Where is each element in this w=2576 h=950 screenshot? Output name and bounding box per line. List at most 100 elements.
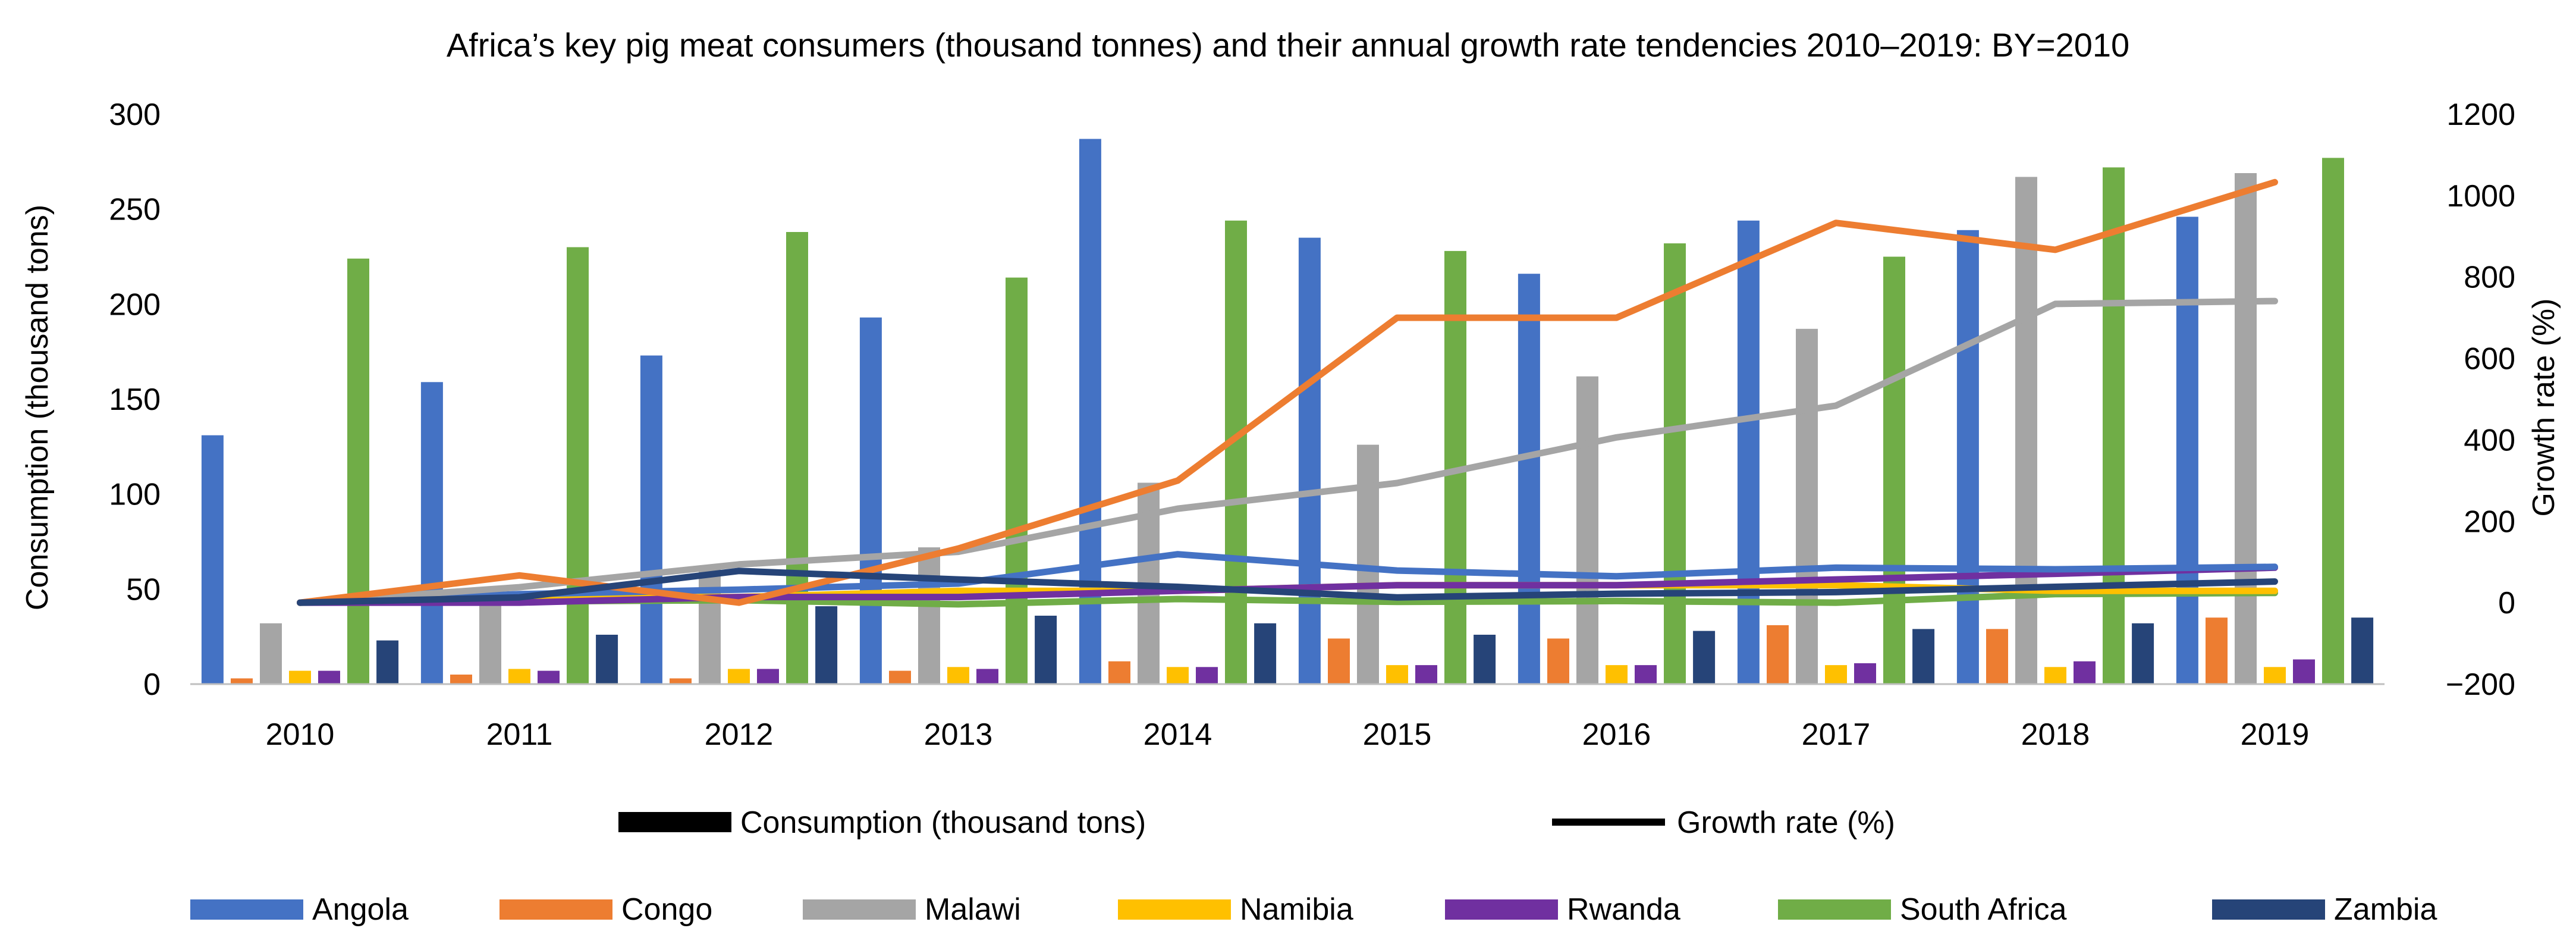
bar (1737, 220, 1760, 684)
x-tick-label: 2018 (2021, 717, 2090, 752)
bar (1415, 665, 1437, 684)
bar (2264, 667, 2286, 684)
bar (1606, 665, 1628, 684)
y-right-label: Growth rate (%) (2527, 299, 2561, 517)
y-right-tick-label: 200 (2464, 504, 2515, 539)
bar (1035, 616, 1057, 684)
bar (2132, 623, 2154, 684)
growth-lines (297, 178, 2278, 608)
bar (1796, 328, 1818, 684)
x-tick-label: 2015 (1363, 717, 1432, 752)
legend-type: Consumption (thousand tons) Growth rate … (618, 805, 1895, 840)
bar (1635, 665, 1657, 684)
bar (757, 669, 779, 684)
bar (2015, 177, 2037, 684)
x-tick-label: 2017 (1802, 717, 1871, 752)
bar (2176, 217, 2198, 684)
bar (1108, 661, 1130, 684)
legend-lines-swatch (1552, 819, 1665, 826)
bar (260, 623, 282, 684)
y-left-tick-label: 0 (143, 667, 161, 702)
bar (2351, 617, 2374, 684)
bar (420, 382, 443, 684)
bar (231, 678, 253, 684)
legend-label: Malawi (925, 892, 1021, 927)
bar (289, 670, 311, 684)
legend-swatch (1778, 899, 1891, 920)
bar (2103, 167, 2125, 684)
bar (1664, 243, 1686, 685)
bar (508, 669, 530, 684)
bar (1767, 625, 1789, 684)
y-right-tick-label: 0 (2498, 586, 2515, 620)
legend-swatch (190, 899, 303, 920)
bar (1474, 635, 1496, 684)
y-left-label: Consumption (thousand tons) (20, 205, 55, 610)
bar (699, 566, 721, 684)
x-tick-label: 2014 (1144, 717, 1212, 752)
bar (889, 670, 911, 684)
bar (1854, 663, 1876, 684)
bar (2293, 659, 2315, 684)
bar (1912, 629, 1935, 684)
bar (1254, 623, 1277, 684)
legend-swatch (500, 899, 612, 920)
chart-title: Africa’s key pig meat consumers (thousan… (447, 26, 2129, 64)
bar (1357, 444, 1379, 684)
legend-label: Namibia (1240, 892, 1353, 927)
bar (596, 635, 618, 684)
bar (2206, 617, 2228, 684)
legend-label: Angola (312, 892, 409, 927)
y-right-tick-label: −200 (2446, 667, 2515, 702)
bar (1386, 665, 1408, 684)
bar (567, 247, 589, 684)
bar (1006, 277, 1028, 685)
legend-bars-label: Consumption (thousand tons) (740, 805, 1146, 840)
legend-series: Angola Congo Malawi Namibia Rwanda South Afri… (190, 892, 2437, 927)
bar (479, 600, 501, 684)
bar (640, 355, 662, 684)
y-left-tick-label: 50 (126, 572, 161, 607)
bar (1576, 376, 1598, 684)
legend-label: Zambia (2334, 892, 2437, 927)
y-left-tick-label: 300 (109, 98, 161, 132)
y-left-tick-label: 150 (109, 382, 161, 417)
bar (1547, 638, 1569, 684)
bar (2044, 667, 2066, 684)
bar (1956, 230, 1979, 684)
bar (450, 675, 472, 684)
y-right-tick-label: 600 (2464, 342, 2515, 377)
x-tick-label: 2012 (705, 717, 774, 752)
bar (1196, 667, 1218, 684)
legend-lines-label: Growth rate (%) (1677, 805, 1895, 840)
bar (670, 678, 692, 684)
x-tick-label: 2019 (2241, 717, 2310, 752)
y-left-tick-label: 200 (109, 287, 161, 322)
bar (786, 232, 808, 684)
y-right-tick-label: 400 (2464, 423, 2515, 457)
legend-bars-swatch (618, 812, 731, 832)
x-tick-label: 2011 (486, 717, 553, 752)
y-left-tick-label: 100 (109, 478, 161, 512)
bar (201, 435, 224, 684)
y-left-ticks: 0 50 100 150 200 250 300 (109, 98, 161, 702)
growth-line (297, 178, 2278, 606)
y-right-tick-label: 1000 (2446, 179, 2515, 214)
bar (538, 670, 560, 684)
bar (1825, 665, 1847, 684)
bar (347, 258, 369, 684)
legend-swatch (2212, 899, 2325, 920)
x-tick-label: 2013 (924, 717, 993, 752)
bar (2322, 158, 2344, 684)
growth-line (297, 297, 2278, 606)
bar (1986, 629, 2008, 684)
legend-label: Congo (621, 892, 712, 927)
bar (947, 667, 969, 684)
growth-line (297, 564, 2278, 606)
legend-label: Rwanda (1567, 892, 1680, 927)
legend-label: South Africa (1900, 892, 2066, 927)
legend-swatch (1118, 899, 1231, 920)
bar (1328, 638, 1350, 684)
bar (976, 669, 998, 684)
